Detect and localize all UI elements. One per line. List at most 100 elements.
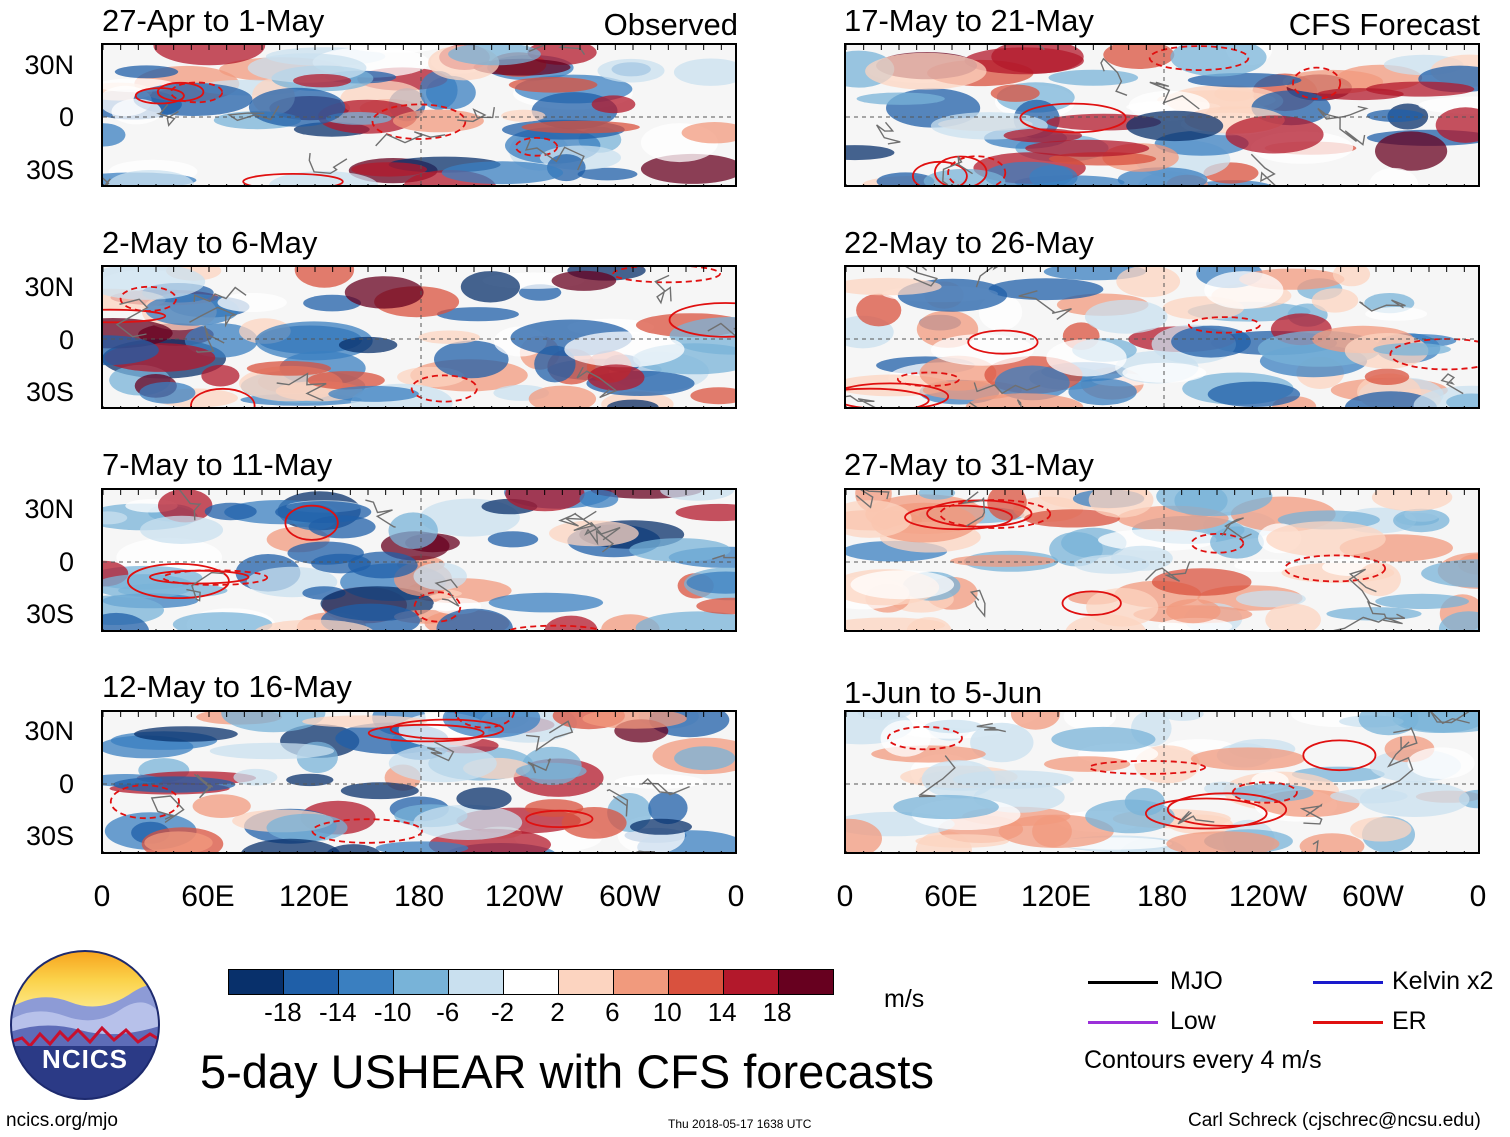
shear-anomaly-blob xyxy=(991,45,1084,74)
shear-anomaly-blob xyxy=(1171,325,1251,358)
er-contour xyxy=(454,712,515,729)
shear-anomaly-blob xyxy=(648,791,688,825)
shear-anomaly-blob xyxy=(434,340,509,379)
shear-anomaly-blob xyxy=(1282,69,1384,94)
logo-text: NCICS xyxy=(42,1044,128,1074)
coastline xyxy=(1299,803,1323,825)
coastline xyxy=(1381,741,1414,790)
shear-anomaly-blob xyxy=(139,381,196,404)
legend-kelvin-line xyxy=(1313,981,1383,984)
er-contour xyxy=(934,155,988,185)
shear-anomaly-blob xyxy=(614,774,704,789)
ushear-field xyxy=(103,267,735,407)
shear-anomaly-blob xyxy=(674,746,735,771)
coastline xyxy=(1359,299,1406,312)
shear-anomaly-blob xyxy=(696,597,735,615)
shear-anomaly-blob xyxy=(192,794,251,818)
shear-anomaly-blob xyxy=(1190,747,1305,771)
x-tick-left-0: 0 xyxy=(93,880,111,913)
shear-anomaly-blob xyxy=(344,276,424,309)
shear-anomaly-blob xyxy=(1332,267,1371,287)
shear-anomaly-blob xyxy=(606,399,659,407)
coastline xyxy=(1177,810,1215,825)
coastline xyxy=(427,741,455,762)
er-contour xyxy=(109,784,180,820)
coastline xyxy=(576,366,618,399)
er-contour xyxy=(846,382,950,407)
shear-anomaly-blob xyxy=(388,744,497,783)
shear-anomaly-blob xyxy=(1210,526,1264,559)
shear-anomaly-blob xyxy=(681,122,735,144)
shear-anomaly-blob xyxy=(1375,131,1448,171)
x-tick-left-0e: 0 xyxy=(727,880,745,913)
er-contour xyxy=(134,87,185,105)
shear-anomaly-blob xyxy=(591,95,636,114)
map-panel xyxy=(844,488,1480,632)
shear-anomaly-blob xyxy=(1366,81,1475,97)
coastline xyxy=(156,103,179,127)
shear-anomaly-blob xyxy=(990,84,1040,102)
shear-anomaly-blob xyxy=(1435,107,1478,143)
coastline xyxy=(193,286,247,303)
footer-url[interactable]: ncics.org/mjo xyxy=(6,1110,118,1131)
y-tick-30n-p4: 30N xyxy=(24,716,74,746)
shear-anomaly-blob xyxy=(1111,545,1173,571)
shear-anomaly-blob xyxy=(515,762,587,780)
shear-anomaly-blob xyxy=(307,371,385,390)
colorbar-bin xyxy=(724,970,779,994)
coastline xyxy=(375,131,446,147)
shear-anomaly-blob xyxy=(327,844,380,852)
shear-anomaly-blob xyxy=(233,768,278,786)
coastline xyxy=(1348,568,1377,604)
shear-anomaly-blob xyxy=(308,515,376,539)
coastline xyxy=(641,778,690,796)
shear-anomaly-blob xyxy=(1359,781,1470,817)
er-contour xyxy=(508,624,602,630)
coastline xyxy=(103,177,111,185)
y-tick-30n-p1: 30N xyxy=(24,50,74,80)
colorbar-tick-label: 2 xyxy=(550,997,565,1027)
shear-anomaly-blob xyxy=(1369,167,1419,185)
shear-anomaly-blob xyxy=(204,502,257,521)
coastline xyxy=(942,155,973,185)
shear-anomaly-blob xyxy=(1068,378,1137,406)
shear-anomaly-blob xyxy=(930,334,1034,366)
er-contour xyxy=(367,723,485,743)
shear-anomaly-blob xyxy=(287,541,364,565)
shear-anomaly-blob xyxy=(994,365,1070,401)
er-contour xyxy=(162,569,269,586)
shear-anomaly-blob xyxy=(577,167,638,181)
coastline xyxy=(1430,712,1470,725)
panel-title-obs-3: 7-May to 11-May xyxy=(102,447,333,482)
shear-anomaly-blob xyxy=(850,570,955,600)
shear-anomaly-blob xyxy=(564,331,685,368)
shear-anomaly-blob xyxy=(111,98,162,125)
shear-anomaly-blob xyxy=(846,818,882,852)
shear-anomaly-blob xyxy=(246,361,331,376)
colorbar-tick-label: -2 xyxy=(490,997,515,1027)
coastline xyxy=(1366,600,1406,619)
shear-anomaly-blob xyxy=(456,787,512,810)
coastline xyxy=(960,491,986,527)
shear-anomaly-blob xyxy=(965,393,1084,407)
er-contour xyxy=(612,267,721,284)
ushear-field xyxy=(846,267,1478,407)
ushear-field xyxy=(103,490,735,630)
map-panel xyxy=(101,265,737,409)
coastline xyxy=(846,395,876,407)
er-contour xyxy=(668,302,735,338)
er-contour xyxy=(127,563,230,600)
ushear-field xyxy=(846,490,1478,630)
legend-er-line xyxy=(1313,1021,1383,1024)
colorbar-bin xyxy=(229,970,284,994)
ncics-logo-graphic xyxy=(10,950,160,1100)
shear-anomaly-blob xyxy=(1358,712,1419,736)
shear-anomaly-blob xyxy=(1407,747,1475,779)
shear-anomaly-blob xyxy=(441,161,564,185)
shear-anomaly-blob xyxy=(1373,343,1451,356)
colorbar-tick-label: -18 xyxy=(264,997,302,1027)
shear-anomaly-blob xyxy=(1044,756,1131,772)
shear-anomaly-blob xyxy=(103,123,126,147)
coastline xyxy=(527,758,552,774)
er-contour xyxy=(1061,590,1122,616)
